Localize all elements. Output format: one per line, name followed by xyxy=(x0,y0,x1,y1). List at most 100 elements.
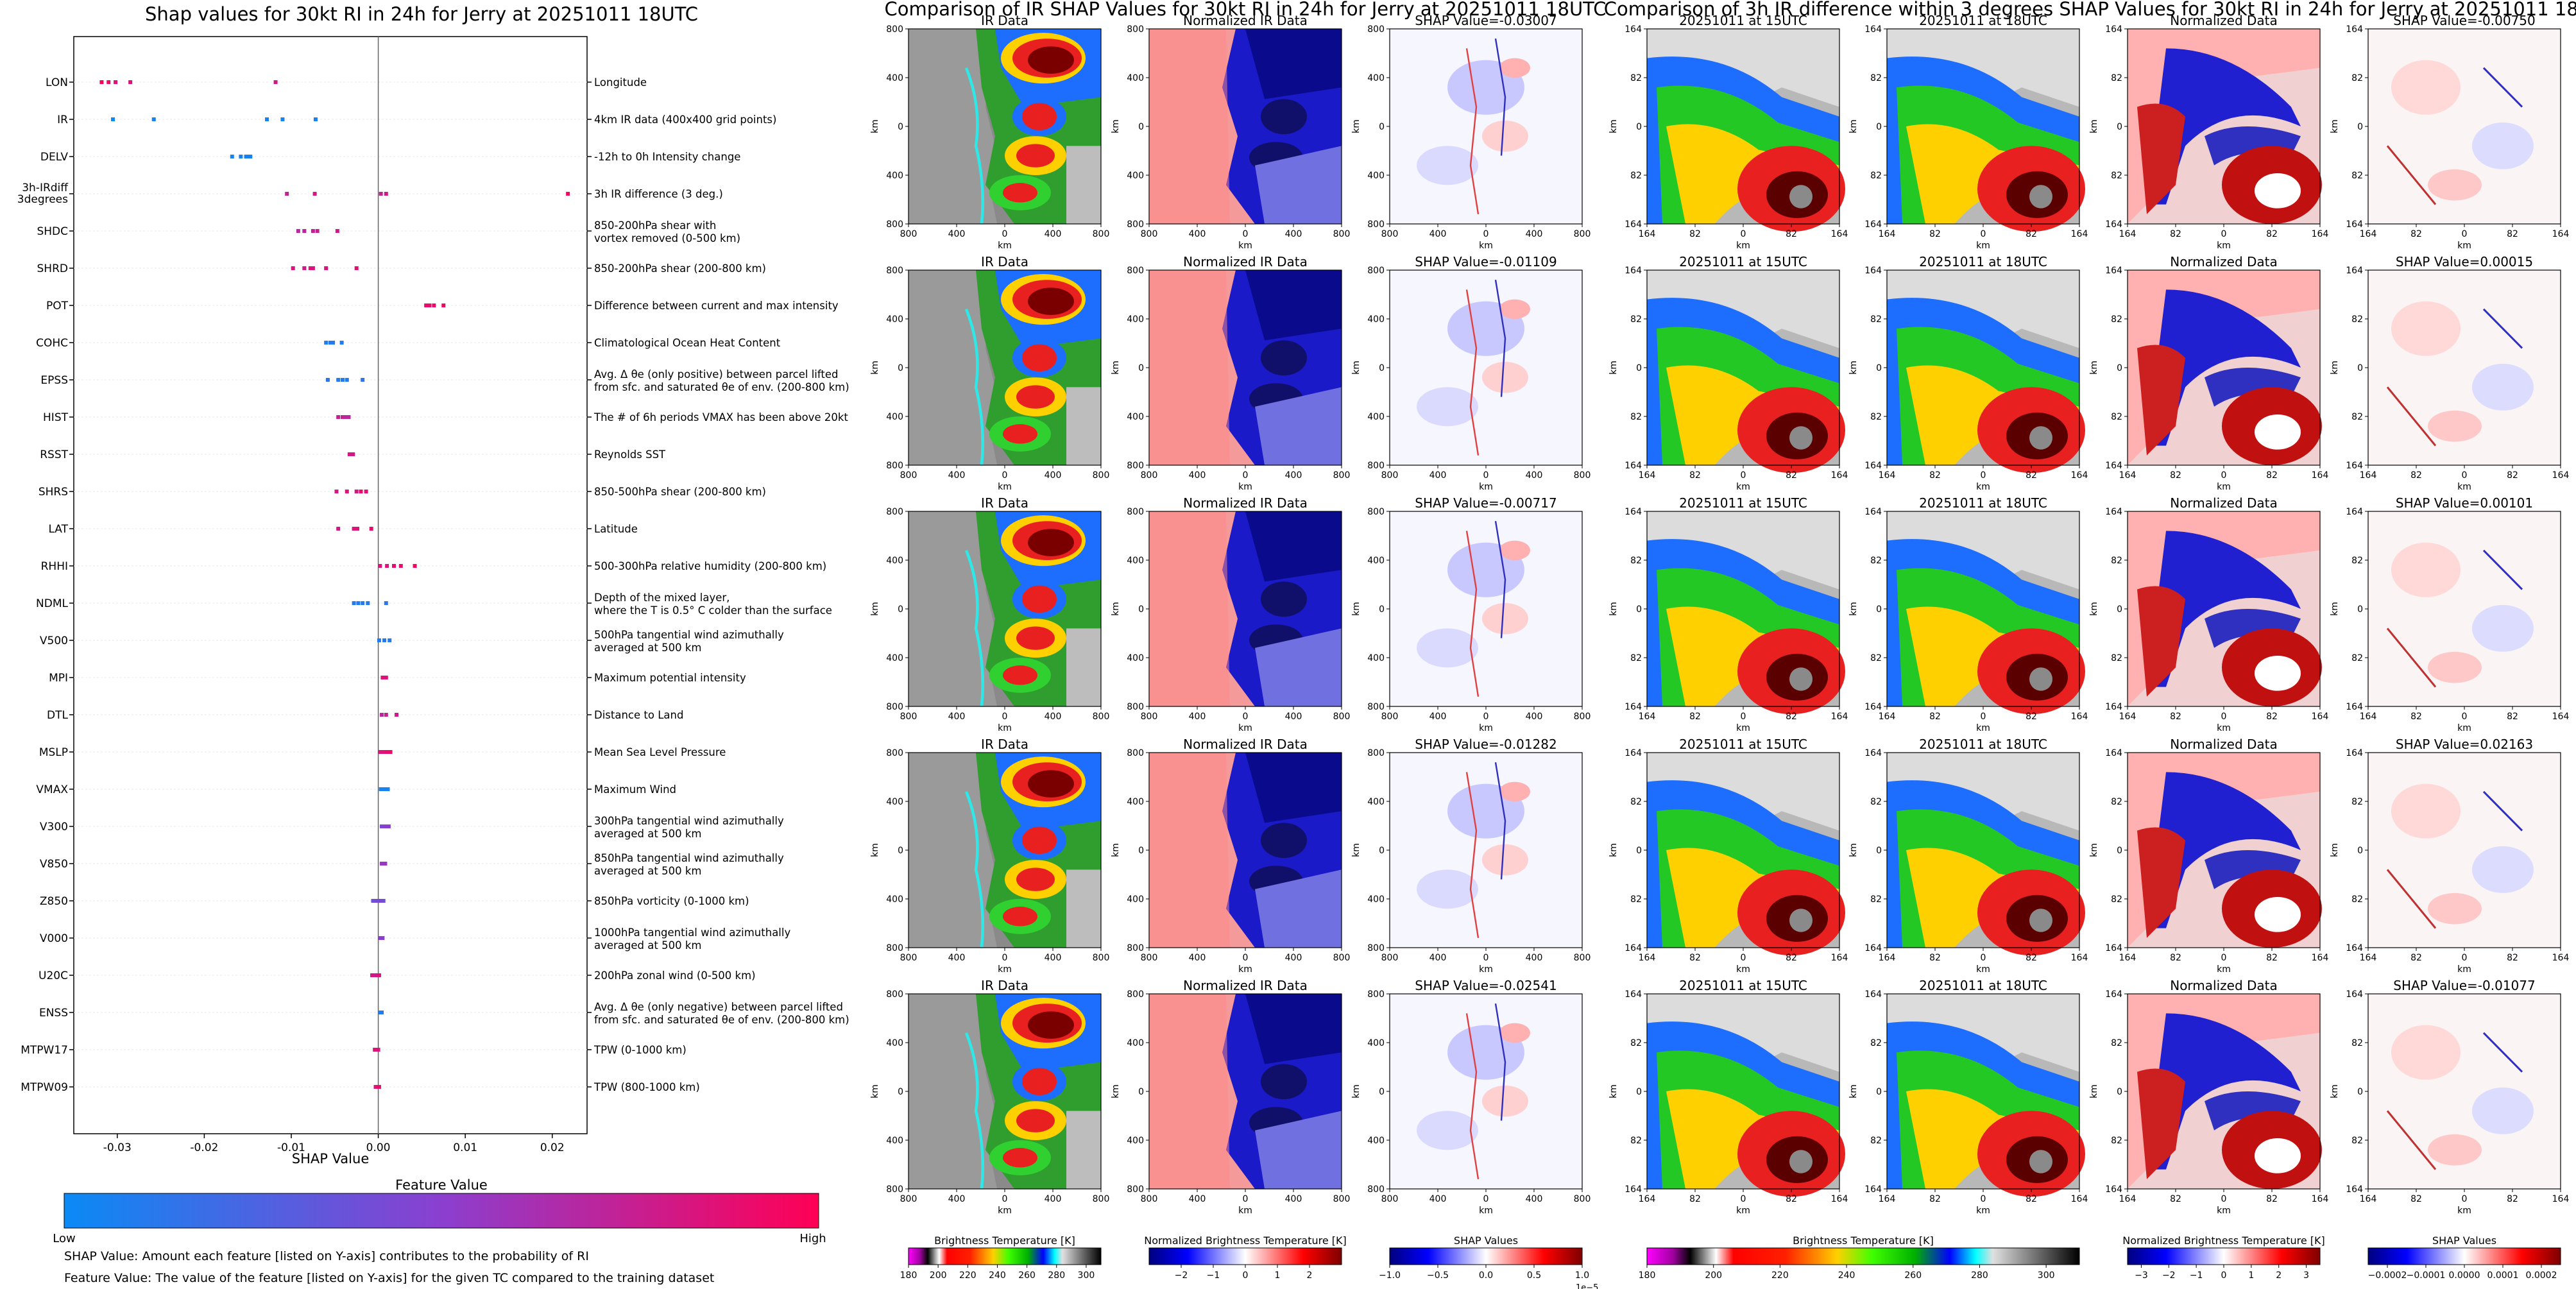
image-panel: Normalized IR Data8008004004000040040080… xyxy=(1111,737,1350,975)
panel-y-tick-label: 164 xyxy=(1625,461,1642,471)
panel-x-tick-label: 82 xyxy=(2026,470,2037,481)
colorbar-gradient xyxy=(1646,1247,2080,1265)
panel-x-axis-label: km xyxy=(2217,241,2231,251)
panel-title: Normalized IR Data xyxy=(1183,13,1308,28)
panel-y-tick-label: 800 xyxy=(1127,1184,1144,1195)
panel-image xyxy=(1149,753,1342,948)
panel-x-tick-label: 82 xyxy=(1929,712,1941,722)
panel-x-tick-label: 164 xyxy=(1639,470,1656,481)
panel-y-tick-label: 800 xyxy=(1127,989,1144,1000)
x-tick-label: 0.01 xyxy=(453,1141,477,1154)
colorbar-gradient xyxy=(1389,1247,1583,1265)
panel-y-tick-label: 164 xyxy=(2105,461,2122,471)
panel-title: 20251011 at 18UTC xyxy=(1919,737,2047,752)
panel-x-tick-label: 164 xyxy=(2119,953,2137,963)
panel-x-tick-label: 400 xyxy=(1045,229,1062,239)
panel-y-tick-label: 400 xyxy=(1127,314,1144,325)
panel-y-axis-label: km xyxy=(2330,1084,2340,1098)
panel-x-tick-label: 164 xyxy=(2119,470,2137,481)
shap-point xyxy=(376,1048,380,1052)
panel-y-tick-label: 164 xyxy=(2346,24,2363,35)
panel-title: SHAP Value=-0.01109 xyxy=(1415,254,1557,269)
image-panel: SHAP Value=0.000151641648282008282164164… xyxy=(2330,254,2569,492)
panel-x-tick-label: 0 xyxy=(1483,953,1489,963)
panel-y-axis-label: km xyxy=(2330,361,2340,375)
image-panel: 20251011 at 18UTC1641648282008282164164k… xyxy=(1848,254,2088,492)
panel-y-tick-label: 0 xyxy=(898,1087,903,1097)
panel-title: 20251011 at 15UTC xyxy=(1679,13,1807,28)
panel-x-axis-label: km xyxy=(2457,241,2471,251)
panel-y-tick-label: 0 xyxy=(2117,1087,2122,1097)
shap-point xyxy=(391,564,396,568)
panel-x-axis-label: km xyxy=(1736,1206,1750,1216)
panel-title: IR Data xyxy=(981,254,1028,269)
panel-title: IR Data xyxy=(981,13,1028,28)
panel-x-axis-label: km xyxy=(1736,241,1750,251)
panel-y-tick-label: 800 xyxy=(886,219,903,230)
colorbar-tick-label: 260 xyxy=(1904,1270,1922,1281)
panel-title: 20251011 at 18UTC xyxy=(1919,13,2047,28)
feature-label: U20C xyxy=(38,969,68,982)
panel-y-axis-label: km xyxy=(870,602,880,616)
feature-label: MPI xyxy=(49,672,68,685)
panel-x-tick-label: 800 xyxy=(1381,1194,1399,1204)
shap-point xyxy=(340,378,345,382)
panel-y-tick-label: 400 xyxy=(1367,653,1385,663)
shap-point xyxy=(388,750,393,754)
panel-x-tick-label: 82 xyxy=(2266,712,2278,722)
panel-x-tick-label: 164 xyxy=(1879,470,1896,481)
shap-point xyxy=(386,824,391,828)
panel-y-tick-label: 164 xyxy=(1625,24,1642,35)
panel-image xyxy=(1647,270,1845,474)
colorbar-tick-label: −1 xyxy=(1207,1270,1220,1281)
shap-point xyxy=(361,601,365,605)
panel-image xyxy=(1388,28,1583,225)
feature-description: Difference between current and max inten… xyxy=(594,300,839,312)
image-panel: Normalized Data1641648282008282164164kmk… xyxy=(2089,495,2328,733)
colorbar-gradient xyxy=(2127,1247,2321,1265)
panel-y-tick-label: 164 xyxy=(1864,1184,1882,1195)
panel-x-tick-label: 400 xyxy=(948,712,966,722)
panel-y-tick-label: 400 xyxy=(1127,894,1144,905)
panel-x-axis-label: km xyxy=(1479,1206,1493,1216)
panel-x-tick-label: 164 xyxy=(2312,470,2329,481)
panel-x-tick-label: 800 xyxy=(1093,712,1110,722)
panel-x-tick-label: 0 xyxy=(1243,712,1249,722)
panel-y-tick-label: 0 xyxy=(1876,846,1882,856)
shap-point xyxy=(312,192,317,196)
feature-description: 850hPa vorticity (0-1000 km) xyxy=(594,895,749,907)
panel-x-tick-label: 164 xyxy=(1831,229,1848,239)
panel-y-tick-label: 800 xyxy=(1367,461,1385,471)
panel-x-tick-label: 164 xyxy=(2552,470,2570,481)
panel-x-tick-label: 0 xyxy=(1483,470,1489,481)
panel-x-tick-label: 82 xyxy=(2507,470,2518,481)
panel-x-axis-label: km xyxy=(2457,964,2471,975)
panel-y-tick-label: 800 xyxy=(886,989,903,1000)
panel-y-tick-label: 164 xyxy=(2105,266,2122,276)
panel-y-tick-label: 82 xyxy=(2111,556,2122,566)
colorbar-tick-label: 2 xyxy=(1307,1270,1313,1281)
panel-y-tick-label: 0 xyxy=(1876,363,1882,373)
panel-y-tick-label: 82 xyxy=(2111,797,2122,807)
shap-point xyxy=(111,117,115,121)
panel-x-tick-label: 800 xyxy=(1333,953,1351,963)
panel-x-tick-label: 164 xyxy=(1639,953,1656,963)
panel-y-tick-label: 800 xyxy=(1367,507,1385,517)
panel-x-tick-label: 164 xyxy=(2312,953,2329,963)
panel-image xyxy=(2367,28,2562,225)
feature-label: V300 xyxy=(40,821,68,833)
panel-x-tick-label: 82 xyxy=(2170,229,2181,239)
colorbar-tick-label: 200 xyxy=(1705,1270,1722,1281)
panel-y-tick-label: 800 xyxy=(1127,461,1144,471)
panel-x-tick-label: 800 xyxy=(1141,229,1158,239)
panel-image xyxy=(1887,29,2085,232)
feature-description: Avg. Δ θe (only negative) between parcel… xyxy=(594,1001,849,1026)
shap-point xyxy=(378,899,382,903)
shap-point xyxy=(335,229,339,233)
panel-x-tick-label: 0 xyxy=(2462,953,2468,963)
panel-title: SHAP Value=-0.03007 xyxy=(1415,13,1557,28)
shap-point xyxy=(427,303,432,307)
image-panel: SHAP Value=-0.01282800800400400004004008… xyxy=(1351,737,1591,975)
panel-x-tick-label: 164 xyxy=(2552,953,2570,963)
